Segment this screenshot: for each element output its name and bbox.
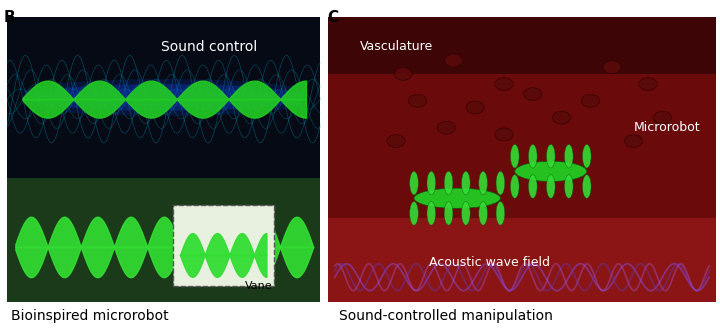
- Ellipse shape: [387, 135, 405, 148]
- Text: Acoustic wave field: Acoustic wave field: [429, 256, 550, 268]
- Ellipse shape: [582, 94, 599, 107]
- Ellipse shape: [427, 171, 436, 195]
- Text: Bioinspired microrobot: Bioinspired microrobot: [12, 308, 168, 323]
- Ellipse shape: [467, 101, 485, 114]
- Ellipse shape: [462, 202, 470, 225]
- Ellipse shape: [444, 171, 453, 195]
- Ellipse shape: [564, 144, 573, 168]
- Ellipse shape: [444, 202, 453, 225]
- Ellipse shape: [495, 78, 513, 90]
- Ellipse shape: [515, 161, 587, 181]
- Ellipse shape: [496, 202, 505, 225]
- Ellipse shape: [445, 54, 463, 67]
- Text: Sound control: Sound control: [161, 40, 257, 54]
- Ellipse shape: [438, 121, 455, 134]
- Ellipse shape: [495, 128, 513, 141]
- Ellipse shape: [414, 188, 500, 208]
- Ellipse shape: [427, 202, 436, 225]
- Ellipse shape: [479, 171, 487, 195]
- Bar: [328, 218, 716, 302]
- Ellipse shape: [639, 78, 657, 90]
- Text: Sound-controlled manipulation: Sound-controlled manipulation: [339, 308, 554, 323]
- Ellipse shape: [510, 144, 519, 168]
- Ellipse shape: [409, 94, 426, 107]
- Bar: [7, 17, 320, 178]
- Ellipse shape: [654, 111, 671, 124]
- Ellipse shape: [23, 84, 305, 111]
- Text: Vane: Vane: [245, 281, 272, 291]
- Bar: [328, 17, 716, 302]
- Text: Microrobot: Microrobot: [634, 121, 701, 134]
- Ellipse shape: [528, 144, 537, 168]
- Ellipse shape: [564, 175, 573, 198]
- Ellipse shape: [582, 144, 591, 168]
- Ellipse shape: [23, 89, 305, 116]
- Ellipse shape: [23, 79, 305, 106]
- Ellipse shape: [582, 175, 591, 198]
- Ellipse shape: [410, 202, 418, 225]
- Bar: [328, 17, 716, 74]
- Text: Vasculature: Vasculature: [360, 40, 433, 53]
- Ellipse shape: [546, 175, 555, 198]
- Ellipse shape: [496, 171, 505, 195]
- Bar: [173, 205, 274, 286]
- Ellipse shape: [546, 144, 555, 168]
- Ellipse shape: [603, 61, 621, 74]
- Ellipse shape: [479, 202, 487, 225]
- Ellipse shape: [528, 175, 537, 198]
- Ellipse shape: [523, 88, 541, 100]
- Ellipse shape: [510, 175, 519, 198]
- Text: B: B: [4, 10, 15, 25]
- Ellipse shape: [395, 68, 413, 80]
- Bar: [7, 178, 320, 302]
- Ellipse shape: [410, 171, 418, 195]
- Ellipse shape: [462, 171, 470, 195]
- Ellipse shape: [625, 135, 643, 148]
- Ellipse shape: [553, 111, 571, 124]
- Text: C: C: [328, 10, 338, 25]
